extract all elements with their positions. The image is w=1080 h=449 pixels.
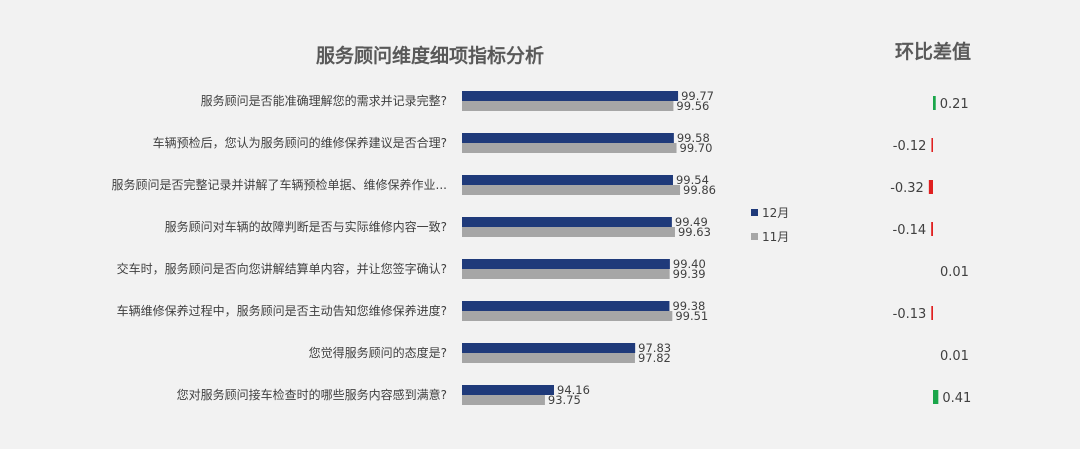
diff-bar [928, 180, 933, 194]
data-bar [462, 175, 673, 185]
diff-label: 0.41 [942, 391, 971, 406]
legend: 12月 11月 [751, 206, 789, 244]
data-label: 99.51 [675, 309, 708, 323]
data-bar [462, 385, 554, 395]
data-bar [462, 301, 670, 311]
legend-label: 12月 [762, 206, 789, 220]
legend-swatch [751, 233, 758, 240]
data-bar [462, 217, 672, 227]
data-bar [462, 353, 635, 363]
data-label: 99.38 [672, 299, 705, 313]
data-label: 99.49 [675, 215, 708, 229]
diff-label: -0.13 [893, 307, 927, 322]
diff-bar [931, 222, 933, 236]
data-bar [462, 395, 545, 405]
category-label: 服务顾问是否能准确理解您的需求并记录完整? [201, 93, 447, 108]
data-bar [462, 143, 677, 153]
chart-title: 服务顾问维度细项指标分析 [316, 44, 544, 67]
data-label: 99.77 [681, 89, 714, 103]
category-label: 车辆维修保养过程中，服务顾问是否主动告知您维修保养进度? [117, 303, 447, 318]
data-bar [462, 269, 670, 279]
diff-label: 0.21 [940, 97, 969, 112]
data-label: 93.75 [548, 393, 581, 407]
legend-swatch [751, 209, 758, 216]
data-label: 99.63 [678, 225, 711, 239]
diff-bar [933, 390, 939, 404]
data-label: 97.82 [638, 351, 671, 365]
diff-title: 环比差值 [895, 40, 971, 63]
diff-bar [931, 306, 933, 320]
category-label: 您觉得服务顾问的态度是? [309, 345, 447, 360]
data-bar [462, 133, 674, 143]
data-label: 99.56 [676, 99, 709, 113]
diff-label: 0.01 [940, 265, 969, 280]
diff-label: -0.12 [893, 139, 927, 154]
legend-label: 11月 [762, 230, 789, 244]
data-bar [462, 259, 670, 269]
data-bar [462, 227, 675, 237]
data-label: 99.54 [676, 173, 709, 187]
data-bar [462, 343, 636, 353]
diff-bar [931, 138, 933, 152]
category-label: 您对服务顾问接车检查时的哪些服务内容感到满意? [177, 387, 447, 402]
diff-label: -0.32 [890, 181, 924, 196]
data-label: 97.83 [638, 341, 671, 355]
data-bar [462, 311, 673, 321]
data-label: 99.70 [680, 141, 713, 155]
data-bar [462, 185, 681, 195]
diff-label: -0.14 [893, 223, 927, 238]
diff-bar [933, 96, 936, 110]
category-label: 车辆预检后，您认为服务顾问的维修保养建议是否合理? [153, 135, 447, 150]
data-label: 99.86 [683, 183, 716, 197]
diff-bar-group: 0.21 -0.12 -0.32 -0.14 0.01 -0.13 0.01 0.41 [890, 96, 971, 406]
category-label: 交车时，服务顾问是否向您讲解结算单内容，并让您签字确认? [117, 261, 447, 276]
data-label: 99.58 [677, 131, 710, 145]
data-label: 94.16 [557, 383, 590, 397]
data-label: 99.39 [673, 267, 706, 281]
data-bar [462, 101, 674, 111]
diff-label: 0.01 [940, 349, 969, 364]
data-bar [462, 91, 679, 101]
category-label: 服务顾问是否完整记录并讲解了车辆预检单据、维修保养作业... [112, 177, 447, 192]
data-label: 99.40 [673, 257, 706, 271]
category-label: 服务顾问对车辆的故障判断是否与实际维修内容一致? [165, 219, 447, 234]
